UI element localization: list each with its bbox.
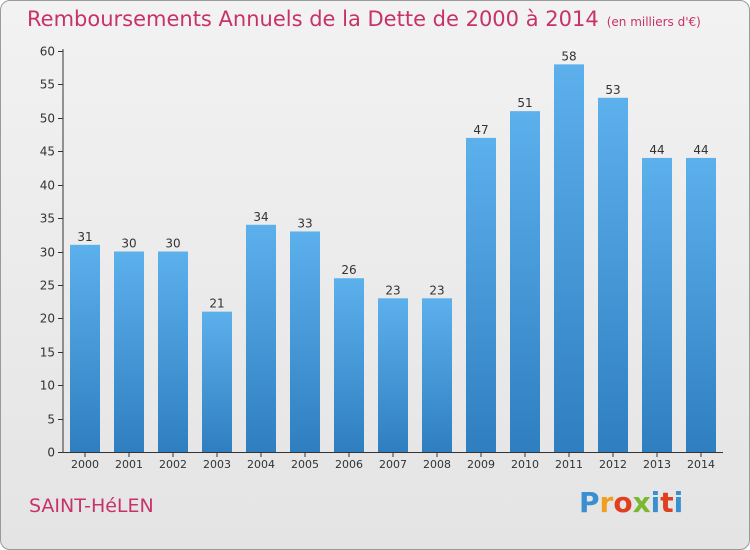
bar — [290, 231, 320, 452]
bar-value-label: 53 — [605, 83, 620, 97]
bar-value-label: 23 — [429, 283, 444, 297]
x-tick-label: 2013 — [643, 458, 671, 471]
bar — [554, 64, 584, 452]
x-tick-label: 2012 — [599, 458, 627, 471]
bar — [510, 111, 540, 453]
y-tick-label: 15 — [40, 346, 55, 360]
y-tick-label: 0 — [47, 446, 55, 460]
x-tick-label: 2008 — [423, 458, 451, 471]
title-text: Remboursements Annuels de la Dette de 20… — [27, 7, 599, 31]
bar — [246, 224, 276, 452]
bar-value-label: 33 — [297, 216, 312, 230]
y-tick-label: 40 — [40, 179, 55, 193]
logo-letter: o — [613, 486, 633, 519]
x-tick-label: 2000 — [71, 458, 99, 471]
bar — [70, 244, 100, 452]
bar-value-label: 34 — [253, 210, 268, 224]
bar — [202, 311, 232, 452]
bar-value-label: 21 — [209, 297, 224, 311]
bar — [598, 97, 628, 453]
logo-letter: r — [599, 486, 614, 519]
x-tick-label: 2005 — [291, 458, 319, 471]
bar-value-label: 31 — [77, 230, 92, 244]
y-tick-label: 10 — [40, 379, 55, 393]
bar — [158, 251, 188, 452]
logo-letter: i — [673, 486, 684, 519]
y-tick-label: 30 — [40, 246, 55, 260]
bar-value-label: 51 — [517, 96, 532, 110]
y-tick-label: 5 — [47, 413, 55, 427]
bar — [114, 251, 144, 452]
y-tick-label: 60 — [40, 45, 55, 59]
y-tick-label: 35 — [40, 212, 55, 226]
bar-value-label: 58 — [561, 49, 576, 63]
y-tick-label: 45 — [40, 145, 55, 159]
chart-title: Remboursements Annuels de la Dette de 20… — [27, 7, 701, 31]
bar — [378, 298, 408, 452]
bar — [642, 157, 672, 452]
bar — [422, 298, 452, 452]
x-tick-label: 2002 — [159, 458, 187, 471]
bar-value-label: 44 — [693, 143, 708, 157]
bar — [686, 157, 716, 452]
x-tick-label: 2009 — [467, 458, 495, 471]
logo-letter: P — [579, 486, 600, 519]
logo-letter: x — [632, 486, 651, 519]
proxiti-logo: Proxiti — [579, 486, 683, 519]
bar-value-label: 30 — [165, 237, 180, 251]
x-tick-label: 2010 — [511, 458, 539, 471]
y-tick-label: 20 — [40, 312, 55, 326]
y-tick-label: 50 — [40, 112, 55, 126]
x-tick-label: 2004 — [247, 458, 275, 471]
y-tick-label: 55 — [40, 78, 55, 92]
bar — [466, 137, 496, 452]
commune-name: SAINT-HéLEN — [29, 495, 154, 517]
bar-value-label: 23 — [385, 283, 400, 297]
x-tick-label: 2011 — [555, 458, 583, 471]
x-tick-label: 2003 — [203, 458, 231, 471]
x-tick-label: 2014 — [687, 458, 715, 471]
bar-value-label: 44 — [649, 143, 664, 157]
logo-letter: i — [650, 486, 661, 519]
bar — [334, 278, 364, 452]
logo-letter: t — [660, 486, 674, 519]
bar-value-label: 47 — [473, 123, 488, 137]
x-tick-label: 2007 — [379, 458, 407, 471]
title-unit: (en milliers d'€) — [606, 15, 701, 29]
x-tick-label: 2006 — [335, 458, 363, 471]
x-tick-label: 2001 — [115, 458, 143, 471]
y-tick-label: 25 — [40, 279, 55, 293]
bar-value-label: 30 — [121, 237, 136, 251]
bar-value-label: 26 — [341, 263, 356, 277]
